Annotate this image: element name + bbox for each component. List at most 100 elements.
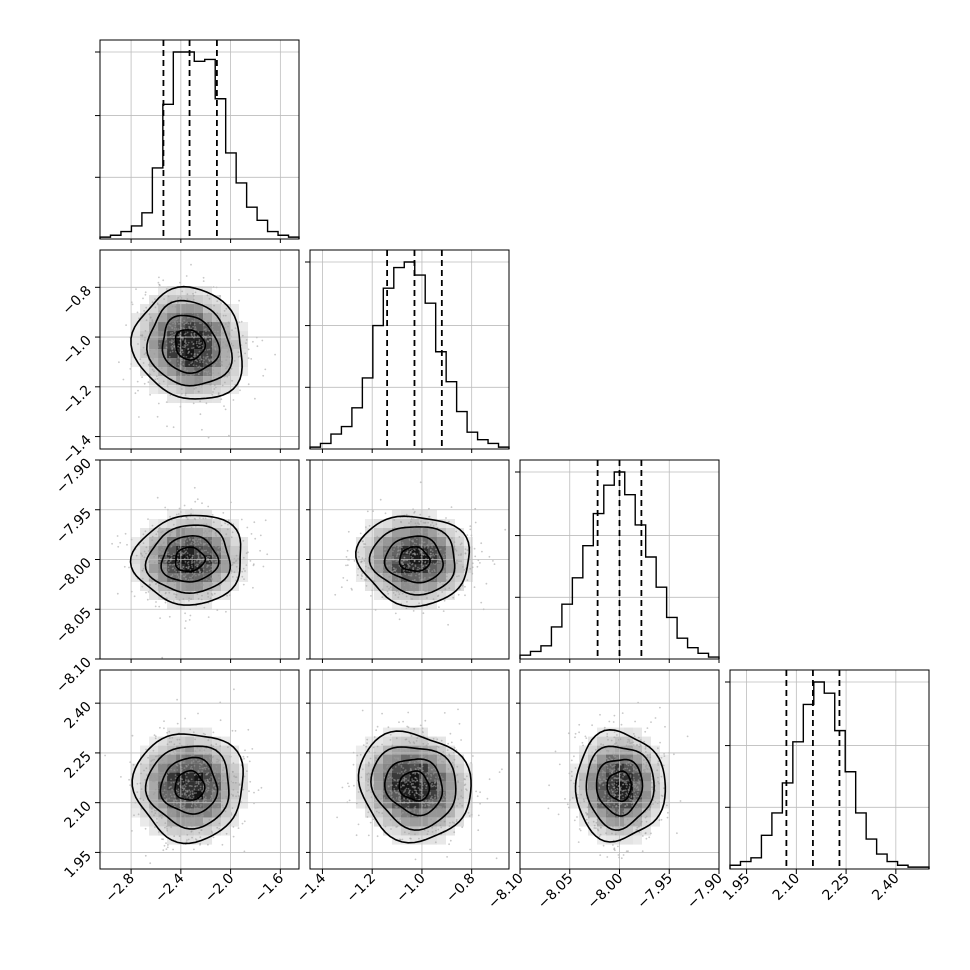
sample-point: [212, 376, 215, 379]
density-cell: [364, 519, 374, 528]
sample-point: [205, 338, 207, 340]
sample-point: [245, 339, 248, 341]
sample-point: [151, 301, 154, 304]
sample-point: [434, 785, 437, 788]
sample-point: [206, 532, 208, 535]
sample-point: [486, 797, 489, 800]
sample-point: [636, 744, 639, 746]
sample-point: [195, 538, 197, 540]
density-cell: [382, 564, 392, 573]
density-cell: [427, 835, 437, 845]
sample-point: [212, 521, 215, 524]
sample-point: [136, 380, 139, 383]
sample-point: [453, 822, 456, 824]
sample-point: [395, 808, 397, 810]
sample-point: [623, 781, 626, 784]
sample-point: [363, 579, 366, 581]
sample-point: [191, 584, 193, 587]
sample-point: [190, 805, 193, 807]
density-cell: [597, 736, 606, 746]
density-cell: [239, 573, 249, 582]
sample-point: [457, 798, 460, 801]
density-cell: [373, 745, 383, 755]
sample-point: [613, 848, 615, 851]
density-cell: [400, 763, 410, 773]
sample-point: [181, 785, 184, 788]
sample-point: [202, 800, 205, 803]
sample-point: [194, 518, 197, 521]
density-cell: [149, 736, 159, 746]
sample-point: [182, 822, 185, 825]
sample-point: [395, 737, 398, 740]
sample-point: [411, 562, 414, 565]
sample-point: [376, 535, 379, 538]
sample-point: [616, 734, 618, 736]
sample-point: [210, 830, 213, 833]
sample-point: [391, 762, 394, 765]
density-cell: [427, 582, 437, 591]
sample-point: [439, 758, 442, 760]
sample-point: [153, 774, 156, 777]
sample-point: [431, 782, 433, 785]
sample-point: [196, 746, 199, 749]
sample-point: [427, 588, 430, 591]
sample-point: [209, 383, 212, 386]
sample-point: [442, 544, 444, 547]
sample-point: [222, 769, 224, 771]
sample-point: [183, 323, 186, 326]
density-cell: [445, 528, 455, 537]
sample-point: [431, 543, 434, 546]
sample-point: [456, 805, 458, 807]
sample-point: [396, 825, 399, 828]
sample-point: [178, 753, 181, 755]
sample-point: [548, 784, 550, 787]
sample-point: [416, 812, 419, 815]
sample-point: [594, 760, 596, 762]
sample-point: [403, 556, 406, 559]
sample-point: [188, 316, 190, 319]
sample-point: [176, 557, 179, 560]
sample-point: [456, 765, 459, 768]
sample-point: [221, 843, 224, 846]
sample-point: [203, 370, 206, 373]
sample-point: [407, 711, 410, 714]
sample-point: [434, 815, 437, 818]
sample-point: [227, 746, 229, 748]
sample-point: [168, 786, 171, 789]
sample-point: [167, 820, 170, 822]
sample-point: [221, 384, 224, 387]
sample-point: [212, 337, 215, 340]
sample-point: [455, 530, 458, 533]
sample-point: [396, 818, 399, 821]
density-cell: [239, 367, 249, 377]
sample-point: [197, 712, 199, 715]
sample-point: [636, 805, 638, 808]
sample-point: [429, 581, 431, 584]
density-cell: [194, 745, 204, 755]
sample-point: [443, 556, 445, 559]
sample-point: [389, 557, 391, 559]
density-cell: [185, 763, 195, 773]
sample-point: [182, 376, 185, 379]
sample-point: [449, 776, 451, 779]
density-cell: [221, 754, 231, 764]
sample-point: [196, 823, 199, 825]
sample-point: [194, 738, 197, 741]
sample-point: [599, 854, 602, 856]
density-cell: [454, 790, 464, 800]
sample-point: [436, 745, 439, 748]
sample-point: [191, 578, 194, 581]
density-cell: [230, 519, 240, 528]
sample-point: [242, 556, 245, 559]
sample-point: [637, 773, 640, 776]
sample-point: [375, 729, 378, 732]
sample-point: [205, 523, 208, 526]
sample-point: [460, 789, 463, 792]
sample-point: [434, 548, 437, 551]
sample-point: [204, 530, 207, 533]
sample-point: [188, 753, 191, 756]
sample-point: [187, 347, 190, 350]
density-cell: [149, 772, 159, 782]
sample-point: [164, 592, 167, 595]
sample-point: [477, 814, 480, 817]
